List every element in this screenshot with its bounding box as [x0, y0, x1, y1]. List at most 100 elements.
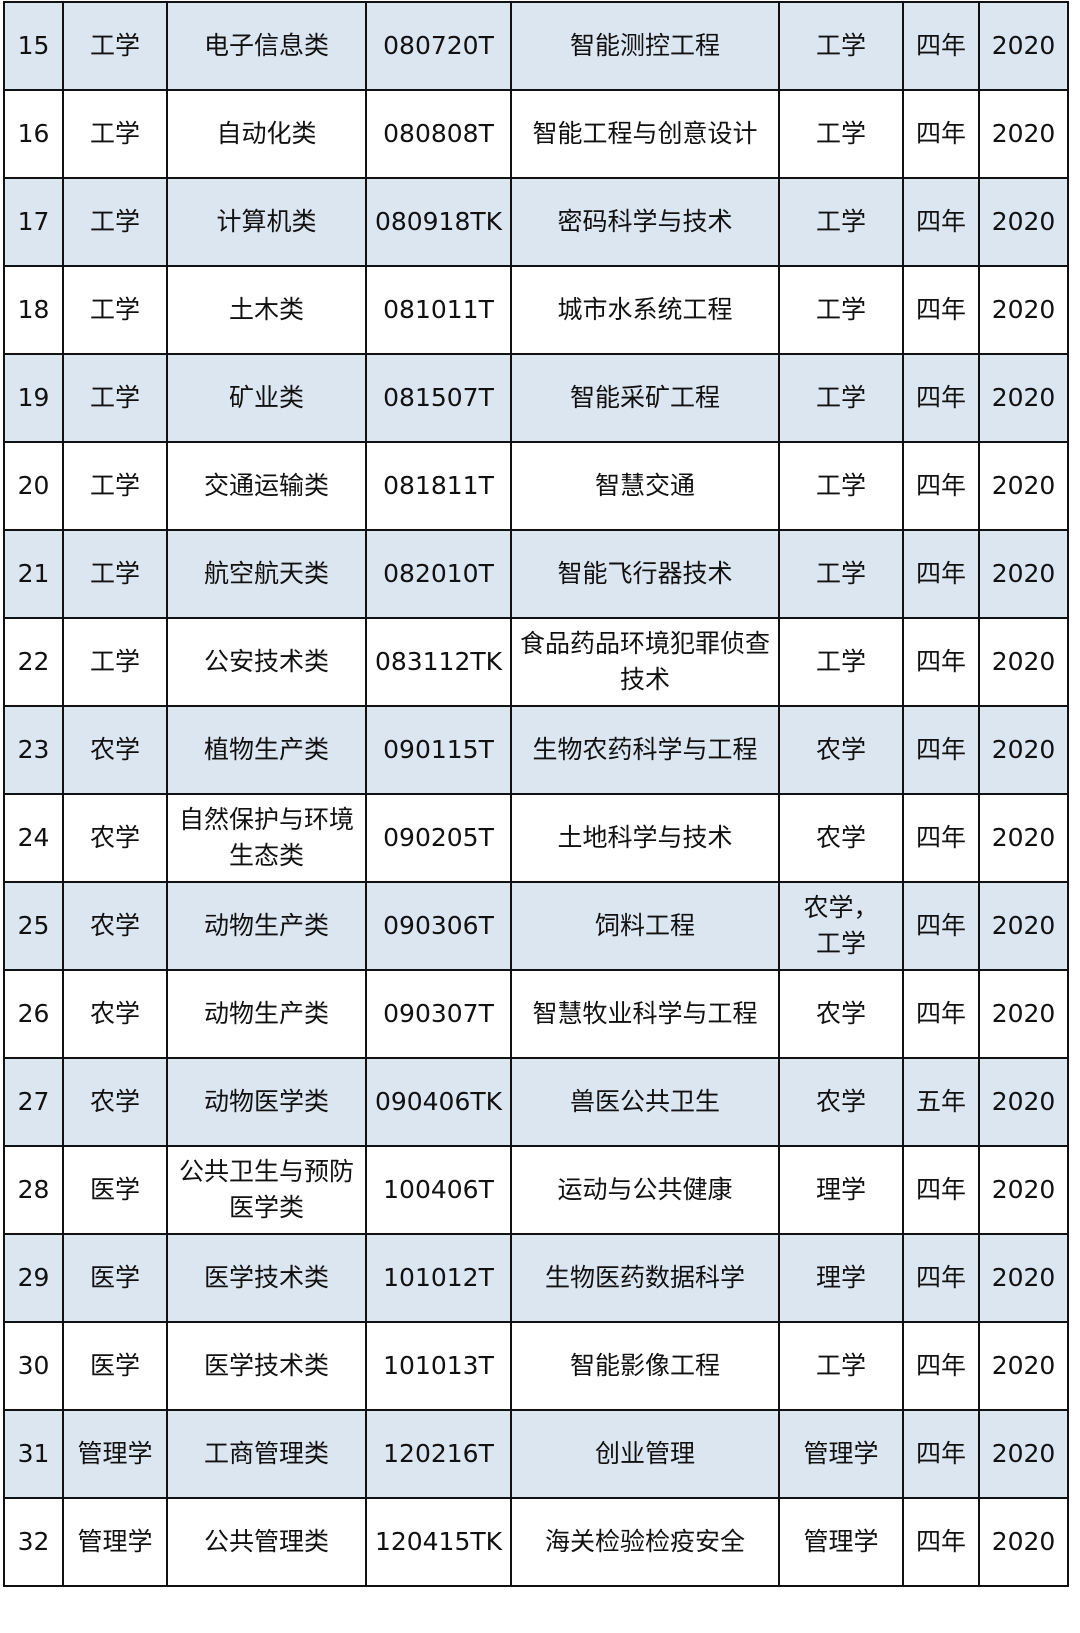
table-cell: 四年: [902, 793, 980, 883]
table-cell: 创业管理: [510, 1409, 780, 1499]
table-cell: 工商管理类: [166, 1409, 367, 1499]
table-cell: 智能飞行器技术: [510, 529, 780, 619]
table-cell: 智能测控工程: [510, 1, 780, 91]
table-cell: 工学: [778, 265, 904, 355]
table-cell: 30: [3, 1321, 64, 1411]
table-cell: 2020: [978, 1145, 1069, 1235]
table-cell: 矿业类: [166, 353, 367, 443]
table-cell: 电子信息类: [166, 1, 367, 91]
table-cell: 管理学: [62, 1409, 168, 1499]
table-cell: 四年: [902, 969, 980, 1059]
table-row: 19 工学 矿业类 081507T 智能采矿工程 工学 四年 2020: [3, 353, 1069, 443]
table-cell: 090406TK: [365, 1057, 512, 1147]
table-cell: 2020: [978, 1321, 1069, 1411]
table-cell: 四年: [902, 1321, 980, 1411]
table-cell: 2020: [978, 441, 1069, 531]
table-row: 22 工学 公安技术类 083112TK 食品药品环境犯罪侦查技术 工学 四年 2020: [3, 617, 1069, 707]
table-cell: 16: [3, 89, 64, 179]
table-cell: 25: [3, 881, 64, 971]
table-cell: 四年: [902, 1145, 980, 1235]
table-cell: 农学: [778, 969, 904, 1059]
table-cell: 管理学: [778, 1497, 904, 1587]
table-row: 29 医学 医学技术类 101012T 生物医药数据科学 理学 四年 2020: [3, 1233, 1069, 1323]
table-cell: 2020: [978, 881, 1069, 971]
table-cell: 自然保护与环境生态类: [166, 793, 367, 883]
table-cell: 四年: [902, 89, 980, 179]
table-cell: 工学: [62, 89, 168, 179]
table-cell: 18: [3, 265, 64, 355]
table-cell: 090307T: [365, 969, 512, 1059]
table-cell: 农学: [62, 705, 168, 795]
table-row: 30 医学 医学技术类 101013T 智能影像工程 工学 四年 2020: [3, 1321, 1069, 1411]
table-row: 28 医学 公共卫生与预防医学类 100406T 运动与公共健康 理学 四年 2020: [3, 1145, 1069, 1235]
table-cell: 智慧交通: [510, 441, 780, 531]
table-cell: 101012T: [365, 1233, 512, 1323]
table-cell: 智能工程与创意设计: [510, 89, 780, 179]
table-cell: 101013T: [365, 1321, 512, 1411]
table-cell: 2020: [978, 1233, 1069, 1323]
table-cell: 081811T: [365, 441, 512, 531]
table-row: 27 农学 动物医学类 090406TK 兽医公共卫生 农学 五年 2020: [3, 1057, 1069, 1147]
table-cell: 090306T: [365, 881, 512, 971]
table-cell: 土地科学与技术: [510, 793, 780, 883]
table-cell: 2020: [978, 1497, 1069, 1587]
table-cell: 四年: [902, 1, 980, 91]
table-row: 31 管理学 工商管理类 120216T 创业管理 管理学 四年 2020: [3, 1409, 1069, 1499]
table-row: 20 工学 交通运输类 081811T 智慧交通 工学 四年 2020: [3, 441, 1069, 531]
table-cell: 081011T: [365, 265, 512, 355]
table-cell: 工学: [778, 177, 904, 267]
table-cell: 100406T: [365, 1145, 512, 1235]
table-row: 16 工学 自动化类 080808T 智能工程与创意设计 工学 四年 2020: [3, 89, 1069, 179]
table-row: 15 工学 电子信息类 080720T 智能测控工程 工学 四年 2020: [3, 1, 1069, 91]
table-cell: 五年: [902, 1057, 980, 1147]
table-cell: 医学: [62, 1233, 168, 1323]
table-cell: 管理学: [62, 1497, 168, 1587]
table-cell: 植物生产类: [166, 705, 367, 795]
table-cell: 2020: [978, 793, 1069, 883]
table-cell: 工学: [62, 617, 168, 707]
table-cell: 管理学: [778, 1409, 904, 1499]
table-cell: 20: [3, 441, 64, 531]
table-row: 18 工学 土木类 081011T 城市水系统工程 工学 四年 2020: [3, 265, 1069, 355]
table-cell: 工学: [62, 353, 168, 443]
table-cell: 工学: [62, 265, 168, 355]
table-cell: 26: [3, 969, 64, 1059]
table-cell: 21: [3, 529, 64, 619]
table-cell: 081507T: [365, 353, 512, 443]
table-cell: 083112TK: [365, 617, 512, 707]
table-cell: 土木类: [166, 265, 367, 355]
table-cell: 动物生产类: [166, 969, 367, 1059]
table-cell: 农学: [778, 793, 904, 883]
table-cell: 智能采矿工程: [510, 353, 780, 443]
table-cell: 2020: [978, 1409, 1069, 1499]
table-cell: 工学: [778, 617, 904, 707]
table-cell: 工学: [778, 353, 904, 443]
table-cell: 农学: [62, 969, 168, 1059]
table-cell: 四年: [902, 265, 980, 355]
table-cell: 2020: [978, 1, 1069, 91]
table-cell: 28: [3, 1145, 64, 1235]
table-cell: 自动化类: [166, 89, 367, 179]
table-cell: 31: [3, 1409, 64, 1499]
table-cell: 公安技术类: [166, 617, 367, 707]
table-cell: 2020: [978, 529, 1069, 619]
table-cell: 19: [3, 353, 64, 443]
table-row: 32 管理学 公共管理类 120415TK 海关检验检疫安全 管理学 四年 2020: [3, 1497, 1069, 1587]
table-cell: 工学: [778, 441, 904, 531]
table-cell: 交通运输类: [166, 441, 367, 531]
table-cell: 公共卫生与预防医学类: [166, 1145, 367, 1235]
table-cell: 四年: [902, 441, 980, 531]
table-cell: 2020: [978, 969, 1069, 1059]
table-cell: 动物医学类: [166, 1057, 367, 1147]
table-cell: 四年: [902, 1233, 980, 1323]
table-cell: 15: [3, 1, 64, 91]
table-cell: 运动与公共健康: [510, 1145, 780, 1235]
table-cell: 密码科学与技术: [510, 177, 780, 267]
table-cell: 医学: [62, 1145, 168, 1235]
table-row: 23 农学 植物生产类 090115T 生物农药科学与工程 农学 四年 2020: [3, 705, 1069, 795]
table-cell: 四年: [902, 1497, 980, 1587]
table-cell: 082010T: [365, 529, 512, 619]
table-cell: 农学: [778, 705, 904, 795]
table-cell: 工学: [778, 89, 904, 179]
table-cell: 智慧牧业科学与工程: [510, 969, 780, 1059]
